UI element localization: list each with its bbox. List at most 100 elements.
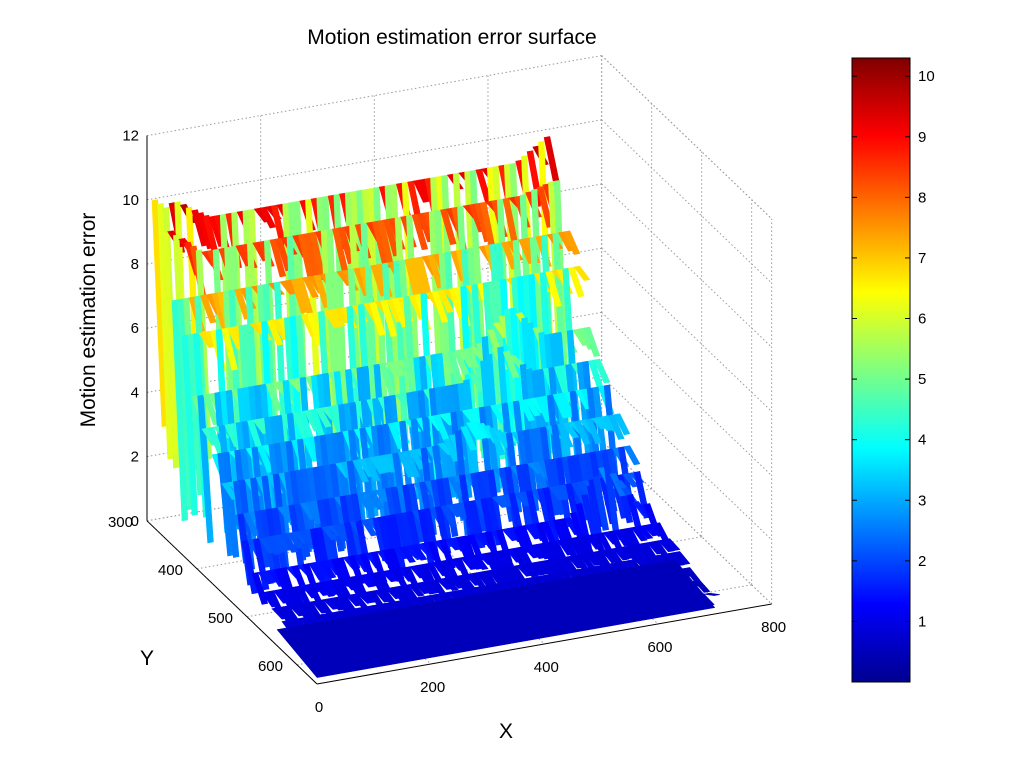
surface-strip-row-16 bbox=[704, 592, 720, 596]
surface-strip-row-8 bbox=[367, 490, 385, 510]
surface-strip-row-10 bbox=[399, 546, 416, 563]
x-tick-label: 200 bbox=[420, 679, 445, 696]
colorbar-tick-label: 8 bbox=[918, 189, 926, 206]
grid-line-x-floor bbox=[601, 440, 772, 605]
x-tick-label: 800 bbox=[761, 619, 786, 636]
y-axis-label: Y bbox=[140, 647, 154, 670]
colorbar-tick-label: 4 bbox=[918, 432, 926, 449]
colorbar-tick-label: 3 bbox=[918, 492, 926, 509]
surface-strip-row-7 bbox=[585, 418, 602, 445]
surface-strip-row-10 bbox=[319, 560, 337, 579]
x-axis-label: X bbox=[499, 720, 513, 743]
surface-strip-row-6 bbox=[524, 398, 541, 417]
y-tick-label: 400 bbox=[158, 562, 183, 579]
surface-strip-row-3 bbox=[369, 301, 386, 336]
z-axis-label: Motion estimation error bbox=[77, 213, 100, 428]
y-axis-line bbox=[146, 520, 318, 685]
y-tick-label: 300 bbox=[108, 514, 133, 531]
z-tick-label: 6 bbox=[131, 320, 139, 337]
surface-strip-row-8 bbox=[356, 492, 374, 511]
surface-strip-row-7 bbox=[488, 427, 506, 456]
colorbar-tick-label: 2 bbox=[918, 553, 926, 570]
surface-strip-row-0 bbox=[412, 179, 430, 203]
surface-strip-row-7 bbox=[556, 423, 574, 448]
colorbar-tick-label: 9 bbox=[918, 129, 926, 146]
surface-strip-row-7 bbox=[607, 414, 625, 440]
grid-line-z-back bbox=[146, 55, 602, 137]
surface-strip-row-10 bbox=[410, 544, 428, 561]
surface-strip-row-3 bbox=[266, 319, 284, 346]
surface-strip-row-3 bbox=[568, 266, 585, 298]
z-tick-label: 12 bbox=[122, 128, 139, 145]
surface-strip-row-10 bbox=[251, 572, 269, 605]
grid-line-z-right bbox=[601, 247, 772, 412]
error-surface bbox=[151, 136, 720, 678]
z-tick-label: 0 bbox=[131, 513, 139, 530]
surface-strip-row-5 bbox=[315, 407, 332, 428]
x-axis-line bbox=[316, 603, 772, 685]
surface-strip-row-7 bbox=[352, 459, 369, 483]
surface-strip-row-3 bbox=[181, 334, 199, 516]
surface-strip-row-3 bbox=[329, 308, 346, 327]
colorbar: 1 2 3 4 5 6 7 8 9 10 bbox=[851, 57, 935, 683]
surface-strip-row-7 bbox=[573, 420, 591, 445]
colorbar-tick-label: 5 bbox=[918, 371, 926, 388]
x-tick-label: 0 bbox=[315, 699, 323, 716]
surface-strip-row-10 bbox=[257, 571, 274, 585]
surface-strip-row-3 bbox=[545, 270, 562, 308]
colorbar-tick-label: 1 bbox=[918, 613, 926, 630]
surface-strip-row-9 bbox=[440, 505, 458, 527]
z-tick-label: 4 bbox=[131, 384, 139, 401]
box-edge-top-right bbox=[601, 55, 772, 220]
surface-strip-row-8 bbox=[623, 445, 641, 466]
surface-strip-row-9 bbox=[434, 506, 452, 555]
surface-strip-row-9 bbox=[281, 533, 298, 553]
grid-line-z-back bbox=[146, 119, 602, 201]
surface-strip-row-6 bbox=[223, 451, 240, 558]
z-tick-label: 10 bbox=[122, 192, 139, 209]
surface-strip-row-2 bbox=[302, 276, 319, 298]
surface-strip-row-7 bbox=[363, 457, 381, 482]
x-tick-label: 400 bbox=[534, 659, 559, 676]
surface-strip-row-10 bbox=[592, 475, 610, 531]
surface-strip-row-9 bbox=[286, 532, 304, 549]
surface-strip-row-7 bbox=[562, 422, 580, 439]
surface-strip-row-4 bbox=[452, 349, 470, 376]
surface-strip-row-2 bbox=[296, 277, 314, 314]
chart-title: Motion estimation error surface bbox=[307, 26, 596, 49]
surface-strip-row-12 bbox=[521, 563, 539, 578]
surface-strip-row-4 bbox=[390, 360, 408, 377]
surface-strip-row-13 bbox=[673, 551, 691, 565]
surface-strip-row-4 bbox=[265, 382, 283, 412]
colorbar-gradient bbox=[851, 57, 911, 683]
surface-strip-row-15 bbox=[693, 579, 711, 593]
surface-strip-row-12 bbox=[663, 538, 681, 551]
colorbar-tick-label: 10 bbox=[918, 68, 935, 85]
surface-strip-row-9 bbox=[264, 536, 281, 556]
surface-strip-row-9 bbox=[491, 496, 509, 508]
x-tick-label: 600 bbox=[647, 639, 672, 656]
surface-strip-row-11 bbox=[318, 581, 336, 598]
surface-strip-row-1 bbox=[440, 208, 457, 245]
surface-strip-row-10 bbox=[609, 472, 627, 497]
surface-strip-row-3 bbox=[573, 265, 591, 281]
surface-strip-row-11 bbox=[636, 525, 654, 540]
grid-line-z-right bbox=[601, 119, 772, 284]
surface-strip-row-2 bbox=[563, 230, 581, 255]
surface-strip-row-1 bbox=[161, 231, 179, 456]
surface-strip-row-3 bbox=[221, 327, 238, 371]
axis-ticks: 0 200 400 600 800 300 400 500 600 0 2 4 6 8 10 12 bbox=[108, 128, 786, 716]
surface-strip-row-7 bbox=[460, 425, 477, 451]
surface-strip-row-10 bbox=[308, 562, 325, 581]
surface-strip-row-4 bbox=[197, 394, 214, 544]
surface-strip-row-3 bbox=[431, 290, 449, 323]
y-tick-label: 600 bbox=[258, 658, 283, 675]
surface-floor-region bbox=[276, 559, 716, 678]
surface-strip-row-9 bbox=[241, 540, 259, 595]
surface-strip-row-1 bbox=[411, 213, 429, 251]
surface-strip-row-4 bbox=[583, 326, 601, 357]
colorbar-tick-label: 6 bbox=[918, 311, 926, 328]
surface-strip-row-11 bbox=[471, 554, 489, 571]
grid-line-z-right bbox=[601, 183, 772, 348]
